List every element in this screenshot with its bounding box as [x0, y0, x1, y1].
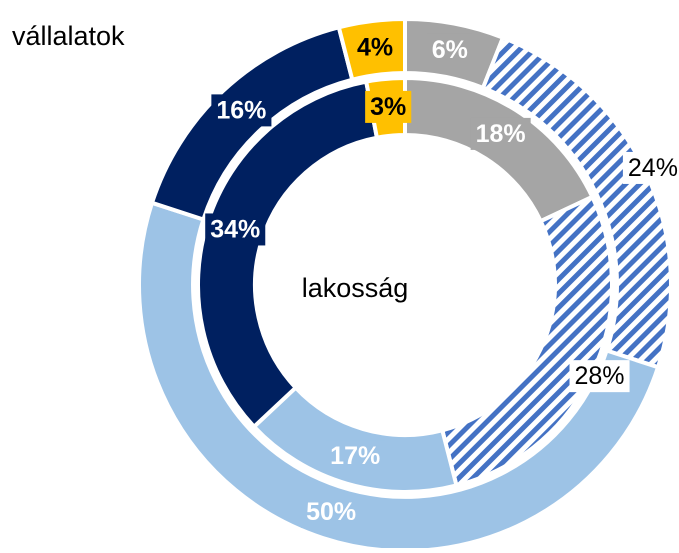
data-label-bg — [351, 31, 399, 64]
data-label: 34% — [210, 215, 260, 243]
data-label-group: 18% — [470, 117, 531, 150]
donut-slice — [439, 194, 614, 488]
data-label-bg — [301, 495, 362, 528]
data-label-group: 4% — [351, 31, 399, 64]
data-label: 18% — [476, 120, 526, 148]
data-label-group: 16% — [211, 94, 272, 127]
data-label-bg — [470, 117, 531, 150]
data-label: 50% — [306, 498, 356, 526]
data-label: 16% — [216, 96, 266, 124]
data-label: 28% — [575, 362, 625, 390]
donut-slice — [137, 200, 661, 553]
data-label: 4% — [357, 33, 393, 61]
outer-series-name: vállalatok — [12, 21, 125, 51]
data-label: 6% — [432, 36, 468, 64]
data-label-group: 3% — [365, 90, 412, 123]
data-label-bg — [325, 440, 386, 473]
donut-slice — [196, 79, 380, 430]
data-label-bg — [622, 151, 679, 184]
data-label-group: 24% — [622, 151, 679, 184]
data-label-bg — [569, 360, 630, 393]
data-label-bg — [426, 33, 473, 66]
inner-series-name: lakosság — [302, 273, 409, 303]
data-label: 17% — [330, 442, 380, 470]
data-label-bg — [365, 90, 412, 123]
data-label: 3% — [370, 93, 406, 121]
data-label: 24% — [628, 154, 678, 182]
data-label-bg — [211, 94, 272, 127]
data-label-group: 50% — [301, 495, 362, 528]
data-label-group: 17% — [325, 440, 386, 473]
data-label-bg — [205, 213, 266, 246]
data-label-group: 6% — [426, 33, 473, 66]
data-label-group: 28% — [569, 360, 630, 393]
data-label-group: 34% — [205, 213, 266, 246]
